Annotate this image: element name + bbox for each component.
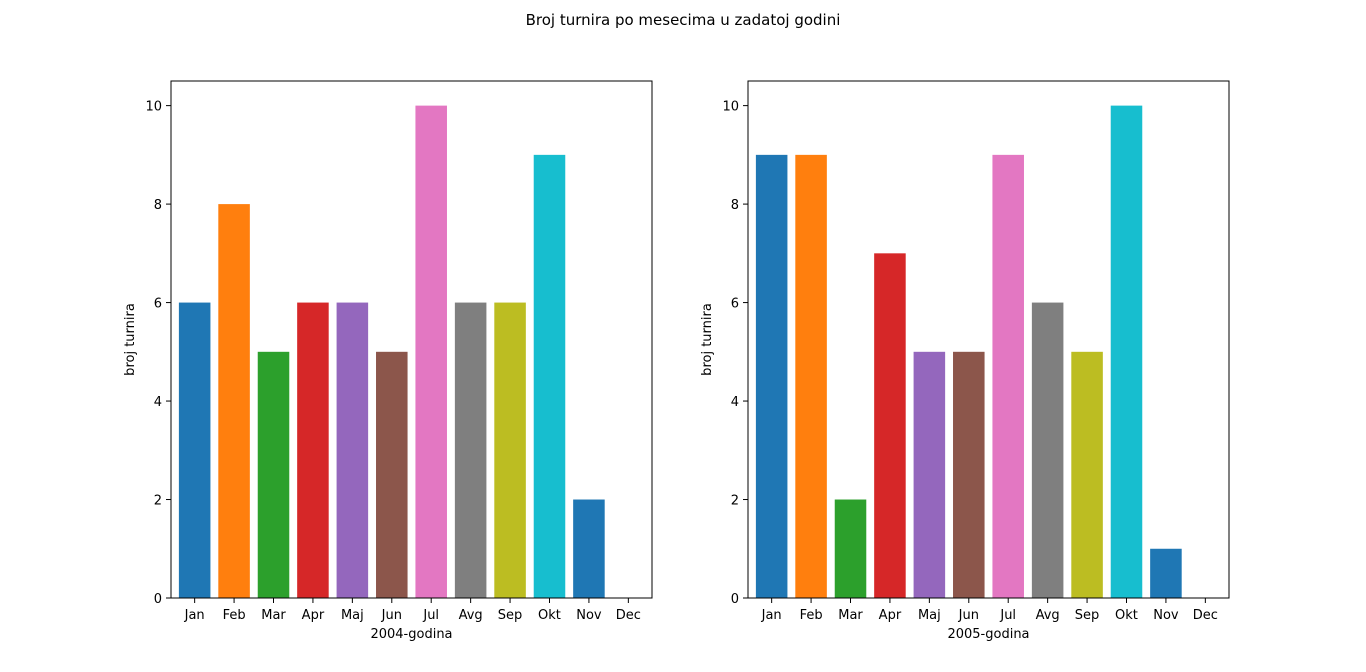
x-tick-label: Jan <box>761 608 782 623</box>
bar-apr <box>874 253 906 598</box>
chart-panel-2004: Jan Feb Mar Apr Maj Jun Jul Avg Sep Okt Nov Dec 0 2 4 6… <box>123 80 653 642</box>
x-tick-label: Sep <box>1075 608 1100 623</box>
bar-jan <box>755 154 788 599</box>
bar-mar <box>834 499 867 598</box>
bar-avg <box>454 302 487 598</box>
x-tick-label: Mar <box>838 608 863 623</box>
y-tick-label: 0 <box>731 592 739 607</box>
x-tick-label: Nov <box>576 608 602 623</box>
x-tick-label: Feb <box>800 608 823 623</box>
y-tick-label: 6 <box>154 297 162 312</box>
x-tick-label: Nov <box>1153 608 1179 623</box>
x-tick-label: Apr <box>879 608 902 623</box>
y-axis-label: broj turnira <box>700 303 715 376</box>
y-tick-label: 8 <box>731 198 739 213</box>
y-axis-label: broj turnira <box>123 303 138 376</box>
bar-jul <box>992 154 1024 599</box>
bar-avg <box>1031 302 1064 598</box>
x-tick-label: Okt <box>538 608 561 623</box>
bar-feb <box>218 204 250 598</box>
x-tick-label: Okt <box>1115 608 1138 623</box>
x-tick-label: Jan <box>184 608 205 623</box>
bar-maj <box>336 302 369 598</box>
y-tick-label: 4 <box>154 395 162 410</box>
y-tick-label: 10 <box>722 100 739 115</box>
x-tick-label: Sep <box>498 608 523 623</box>
bar-jun <box>376 351 408 598</box>
bar-nov <box>573 499 605 598</box>
x-axis-label: 2005-godina <box>947 627 1029 642</box>
y-tick-label: 8 <box>154 198 162 213</box>
axes-frame <box>747 80 1230 599</box>
bar-feb <box>795 154 827 599</box>
x-tick-label: Jul <box>999 608 1016 623</box>
x-tick-label: Apr <box>302 608 325 623</box>
bar-okt <box>1110 105 1143 599</box>
y-tick-label: 10 <box>145 100 162 115</box>
x-tick-label: Dec <box>1193 608 1218 623</box>
x-tick-label: Maj <box>341 608 364 623</box>
x-tick-label: Jul <box>422 608 439 623</box>
x-tick-label: Maj <box>918 608 941 623</box>
x-tick-label: Dec <box>616 608 641 623</box>
x-tick-label: Jun <box>958 608 979 623</box>
bar-apr <box>297 302 329 598</box>
y-tick-label: 2 <box>154 494 162 509</box>
x-tick-label: Avg <box>459 608 483 623</box>
bar-maj <box>913 351 946 598</box>
bar-okt <box>533 154 566 599</box>
bar-nov <box>1150 548 1182 598</box>
axes-frame <box>170 80 653 599</box>
y-tick-label: 4 <box>731 395 739 410</box>
x-axis-label: 2004-godina <box>370 627 452 642</box>
x-tick-label: Mar <box>261 608 286 623</box>
x-tick-label: Jun <box>381 608 402 623</box>
bar-jun <box>953 351 985 598</box>
bar-mar <box>257 351 290 598</box>
x-tick-label: Feb <box>223 608 246 623</box>
y-tick-label: 0 <box>154 592 162 607</box>
y-tick-label: 2 <box>731 494 739 509</box>
chart-panel-2005: Jan Feb Mar Apr Maj Jun Jul Avg Sep Okt Nov Dec 0 2 4 6… <box>700 80 1230 642</box>
bar-jan <box>178 302 211 598</box>
bar-sep <box>1071 351 1103 598</box>
y-tick-label: 6 <box>731 297 739 312</box>
x-tick-label: Avg <box>1036 608 1060 623</box>
bar-jul <box>415 105 447 599</box>
bar-sep <box>494 302 526 598</box>
figure-title: Broj turnira po mesecima u zadatoj godin… <box>526 11 841 29</box>
